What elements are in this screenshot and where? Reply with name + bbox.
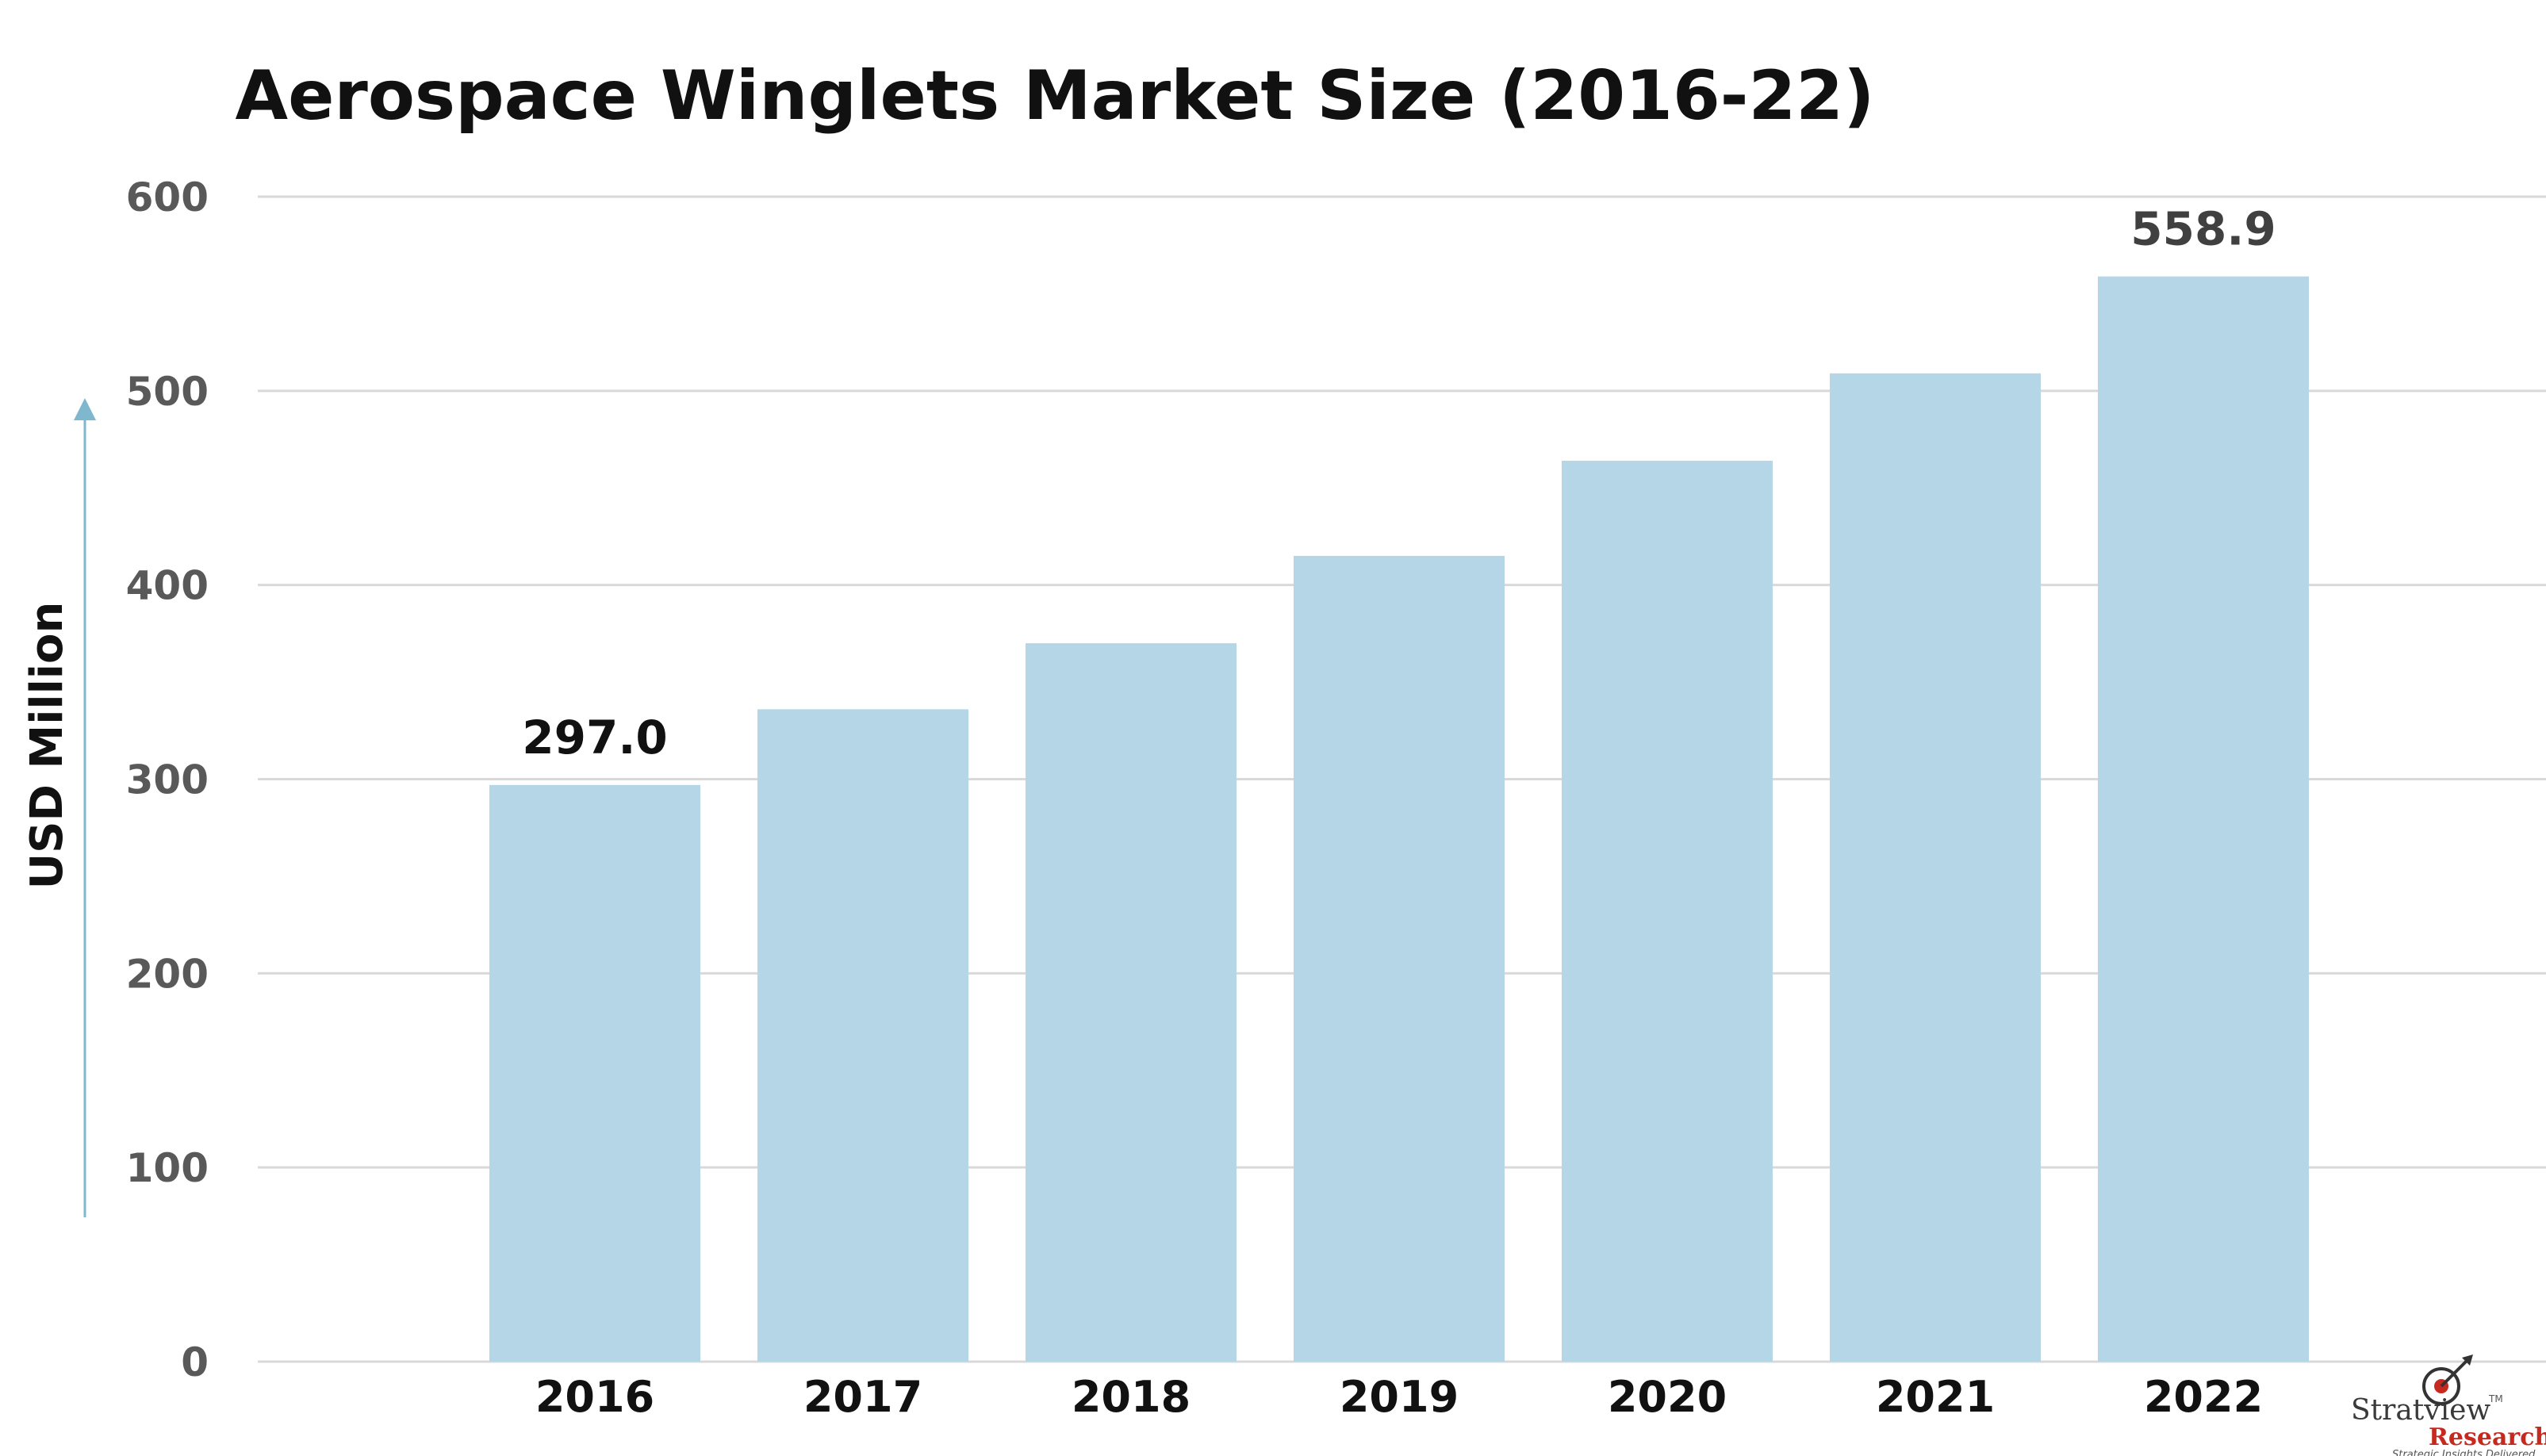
- y-tick-label: 0: [181, 1339, 209, 1385]
- y-tick-label: 300: [126, 757, 209, 803]
- bar: [1562, 460, 1773, 1362]
- logo-sub: Research: [2429, 1423, 2546, 1451]
- bar: [1830, 373, 2041, 1362]
- y-tick-label: 500: [126, 369, 209, 415]
- logo-tagline: Strategic Insights Delivered: [2392, 1449, 2536, 1456]
- data-label: 558.9: [2130, 202, 2276, 256]
- y-axis-ticks: 0 100 200 300 400 500 600: [126, 174, 209, 1385]
- y-tick-label: 100: [126, 1145, 209, 1191]
- x-tick-label: 2020: [1608, 1372, 1727, 1422]
- bar: [757, 709, 968, 1362]
- x-tick-label: 2022: [2144, 1372, 2263, 1422]
- x-axis-ticks: 2016 2017 2018 2019 2020 2021 2022: [535, 1372, 2263, 1422]
- y-tick-label: 200: [126, 951, 209, 997]
- x-tick-label: 2019: [1340, 1372, 1459, 1422]
- y-tick-label: 600: [126, 174, 209, 220]
- bars: [489, 276, 2309, 1362]
- logo-name: Stratview: [2351, 1394, 2490, 1427]
- bar: [1026, 643, 1237, 1362]
- y-axis-label: USD Million: [21, 602, 73, 890]
- target-arrow-icon: [2422, 1354, 2473, 1405]
- x-tick-label: 2017: [803, 1372, 922, 1422]
- x-tick-label: 2016: [535, 1372, 654, 1422]
- y-axis-arrow: [74, 398, 96, 1217]
- logo-tm: TM: [2488, 1393, 2503, 1404]
- data-labels: 297.0 558.9: [522, 202, 2276, 764]
- x-tick-label: 2018: [1072, 1372, 1191, 1422]
- y-tick-label: 400: [126, 563, 209, 609]
- y-axis-arrow-head: [74, 398, 96, 420]
- x-tick-label: 2021: [1876, 1372, 1995, 1422]
- data-label: 297.0: [522, 711, 667, 764]
- chart-title: Aerospace Winglets Market Size (2016-22): [236, 56, 1875, 136]
- bar: [2098, 276, 2309, 1362]
- bar: [1294, 555, 1505, 1362]
- logo: Stratview TM Research Strategic Insights…: [2351, 1354, 2546, 1456]
- bar: [489, 784, 700, 1362]
